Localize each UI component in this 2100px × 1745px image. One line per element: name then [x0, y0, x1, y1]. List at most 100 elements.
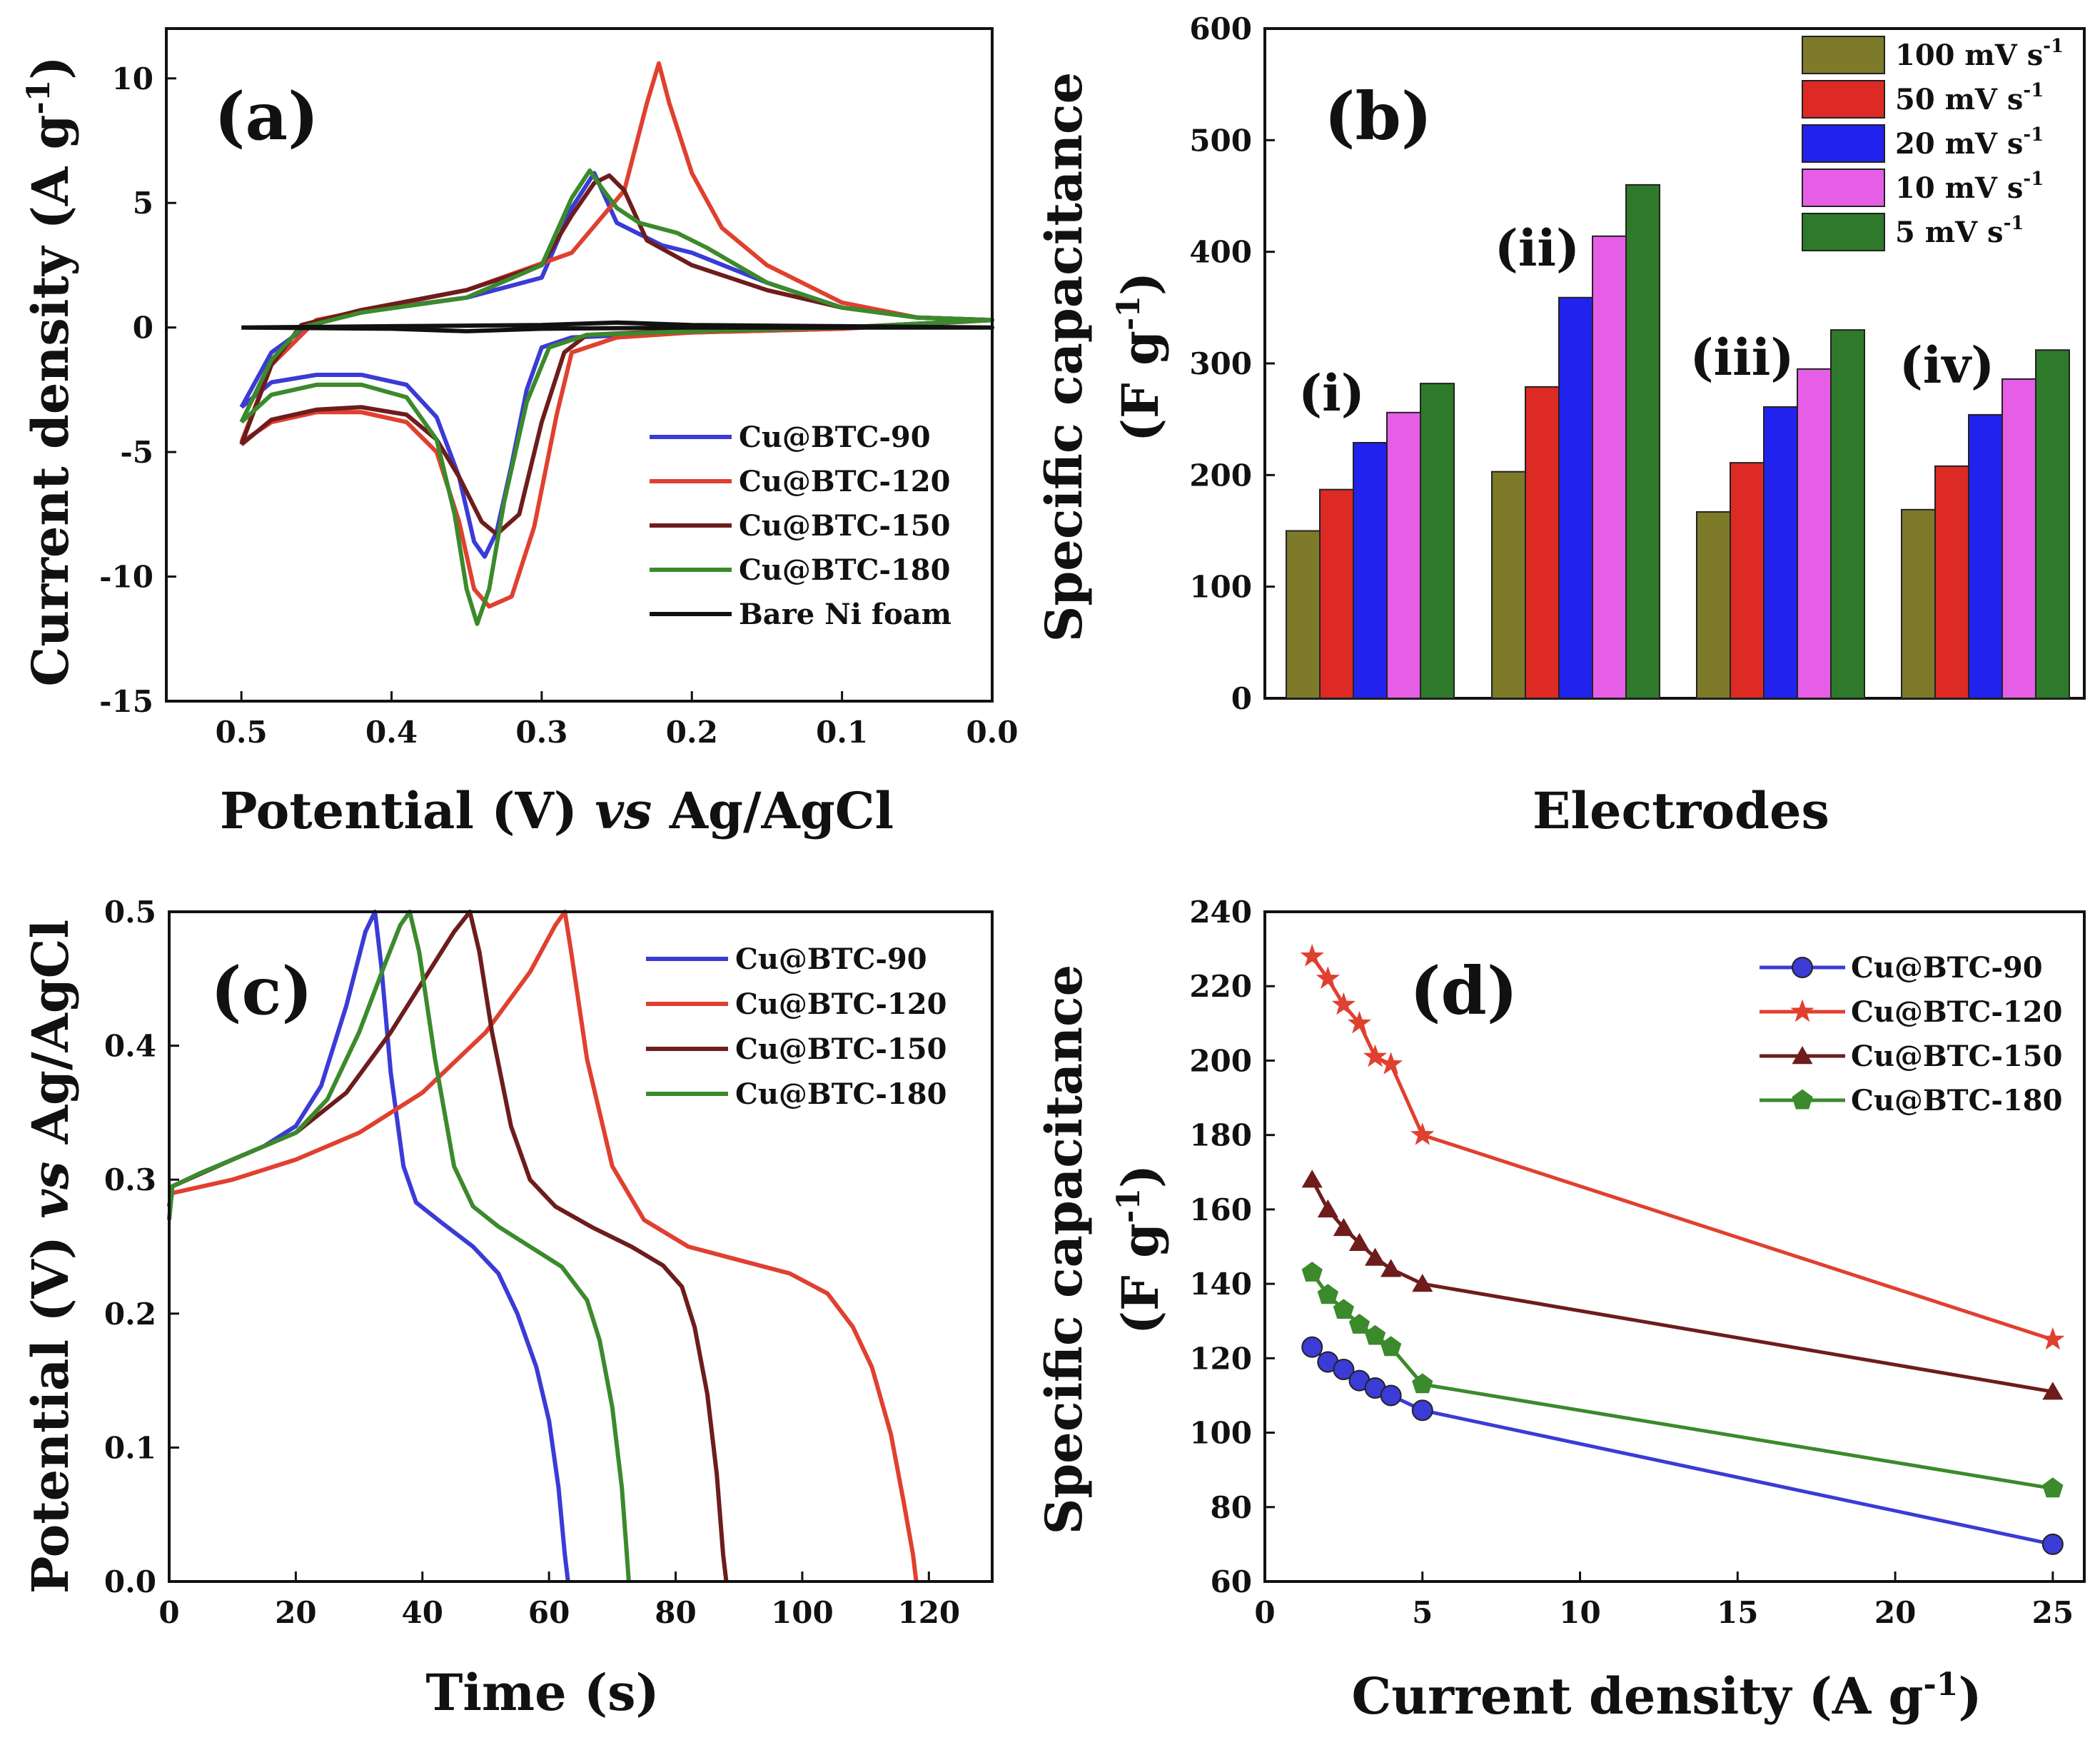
bar-iii-10-mv-s	[1797, 368, 1832, 699]
bar-ii-5-mv-s	[1625, 183, 1660, 700]
data-point-cu-btc-150	[1348, 1232, 1370, 1251]
legend-swatch-20-mv-s	[1802, 124, 1885, 163]
panel-d-x-tick-label: 5	[1412, 1595, 1433, 1630]
data-point-cu-btc-150	[1317, 1199, 1338, 1218]
category-label-iv: (iv)	[1899, 336, 1995, 395]
legend-swatch-10-mv-s	[1802, 169, 1885, 207]
panel-c-y-tick-label: 0.1	[104, 1430, 156, 1465]
data-point-cu-btc-150	[1365, 1247, 1386, 1266]
bar-ii-100-mv-s	[1491, 471, 1526, 699]
panel-d-y-tick-label: 60	[1211, 1564, 1252, 1599]
panel-a-x-tick-label: 0.2	[666, 715, 718, 750]
legend-label-cu-btc-150: Cu@BTC-150	[735, 1032, 946, 1066]
data-point-cu-btc-180	[1301, 1262, 1323, 1282]
data-point-cu-btc-120	[1316, 966, 1340, 989]
data-point-cu-btc-90	[1301, 1336, 1323, 1358]
data-point-cu-btc-120	[1363, 1044, 1388, 1067]
panel-b-ylabel-line2: (F g-1)	[1111, 272, 1170, 442]
panel-c-y-tick-label: 0.3	[104, 1162, 156, 1197]
bar-iv-10-mv-s	[2001, 378, 2036, 699]
panel-c-label: (c)	[211, 952, 313, 1030]
bar-i-20-mv-s	[1353, 441, 1388, 699]
panel-d-x-tick-label: 25	[2032, 1595, 2074, 1630]
panel-a-x-tick-label: 0.1	[816, 715, 868, 750]
data-point-cu-btc-180	[2042, 1477, 2064, 1498]
legend-label-cu-btc-180: Cu@BTC-180	[739, 553, 950, 587]
panel-a-xlabel: Potential (V) vs Ag/AgCl	[220, 781, 894, 840]
legend-label-20-mv-s: 20 mV s-1	[1895, 124, 2044, 161]
bar-i-10-mv-s	[1386, 411, 1421, 700]
panel-b-y-tick-label: 400	[1189, 235, 1252, 270]
bar-iv-50-mv-s	[1934, 465, 1969, 699]
bar-i-100-mv-s	[1286, 530, 1321, 699]
panel-a-y-tick-label: -15	[99, 684, 153, 719]
data-point-cu-btc-150	[1412, 1274, 1433, 1292]
panel-b-y-tick-label: 600	[1189, 11, 1252, 46]
panel-d-y-tick-label: 220	[1189, 969, 1252, 1004]
panel-a-y-tick-label: -10	[99, 560, 153, 595]
panel-d-y-tick-label: 100	[1189, 1416, 1252, 1451]
panel-a-plot-area: 0.5 0.4 0.3 0.2 0.1 0.0 -15 -10 -5 0 5 10 Cu@BTC-90 C…	[99, 27, 1019, 750]
panel-c-x-tick-label: 100	[771, 1595, 834, 1630]
panel-b-y-tick-label: 200	[1189, 458, 1252, 493]
legend-label-cu-btc-120: Cu@BTC-120	[739, 465, 950, 498]
panel-d-x-tick-label: 20	[1874, 1595, 1916, 1630]
bar-iii-5-mv-s	[1830, 329, 1865, 700]
bar-ii-20-mv-s	[1558, 296, 1593, 700]
panel-b-xlabel: Electrodes	[1533, 781, 1829, 840]
panel-b-plot-area: 0 100 200 300 400 500 600 (i) (ii) (iii) (iv) 100 m…	[1189, 11, 2086, 716]
panel-a-y-tick-label: 5	[133, 186, 153, 221]
category-label-ii: (ii)	[1495, 218, 1580, 278]
legend-swatch-100-mv-s	[1802, 36, 1885, 74]
legend-swatch-50-mv-s	[1802, 80, 1885, 119]
bar-i-5-mv-s	[1420, 383, 1455, 699]
legend-label-bare-ni-foam: Bare Ni foam	[739, 598, 951, 631]
panel-c-xlabel: Time (s)	[425, 1663, 659, 1722]
panel-d-label: (d)	[1410, 952, 1518, 1030]
legend-swatch-5-mv-s	[1802, 213, 1885, 251]
panel-b-y-tick-label: 500	[1189, 123, 1252, 158]
legend-label-5-mv-s: 5 mV s-1	[1895, 213, 2024, 249]
panel-a-ylabel: Current density (A g-1)	[21, 56, 80, 686]
panel-c-x-tick-label: 40	[402, 1595, 443, 1630]
data-point-cu-btc-180	[1348, 1314, 1370, 1334]
panel-c-y-tick-label: 0.4	[104, 1029, 156, 1064]
data-point-cu-btc-90	[1411, 1399, 1433, 1422]
legend-label-cu-btc-180: Cu@BTC-180	[735, 1077, 946, 1111]
gcd-curve-cu-btc-180	[167, 910, 631, 1582]
legend-label-cu-btc-120: Cu@BTC-120	[1851, 995, 2062, 1029]
bar-iv-5-mv-s	[2035, 349, 2070, 699]
bar-i-50-mv-s	[1319, 488, 1354, 699]
legend-label-10-mv-s: 10 mV s-1	[1895, 169, 2044, 205]
legend-marker-cu-btc-150	[1792, 1046, 1813, 1065]
legend-marker-cu-btc-120	[1790, 999, 1814, 1022]
panel-c-plot-area: 0 20 40 60 80 100 120 0.0 0.1 0.2 0.3 0.4 0.5 Cu@BTC-…	[104, 895, 994, 1630]
panel-d-plot-area: 0 5 10 15 20 25 60 80 100 120 140 160 180 200 220 240 Cu…	[1189, 895, 2086, 1630]
panel-d-y-tick-label: 200	[1189, 1043, 1252, 1078]
panel-d-x-tick-label: 0	[1254, 1595, 1275, 1630]
panel-d-y-tick-label: 240	[1189, 895, 1252, 930]
data-point-cu-btc-120	[1410, 1122, 1435, 1145]
panel-d-frame	[1263, 910, 2086, 1583]
legend-label-cu-btc-150: Cu@BTC-150	[1851, 1040, 2062, 1073]
legend-label-cu-btc-150: Cu@BTC-150	[739, 509, 950, 543]
data-point-cu-btc-180	[1380, 1336, 1402, 1357]
bar-iv-100-mv-s	[1901, 508, 1936, 700]
panel-b-y-tick-label: 100	[1189, 570, 1252, 605]
cv-curve-bare-ni-foam	[241, 320, 994, 333]
data-point-cu-btc-90	[2041, 1533, 2064, 1555]
panel-c-x-tick-label: 120	[897, 1595, 960, 1630]
panel-c-gcd-curves: (c) Time (s) Potential (V) vs Ag/AgCl 0 2…	[21, 895, 994, 1722]
panel-b-y-tick-label: 0	[1231, 681, 1252, 716]
panel-c-y-tick-label: 0.0	[104, 1564, 156, 1599]
gcd-curve-cu-btc-150	[167, 910, 729, 1582]
category-label-i: (i)	[1298, 363, 1365, 423]
legend-label-100-mv-s: 100 mV s-1	[1895, 36, 2064, 72]
panel-c-y-tick-label: 0.2	[104, 1297, 156, 1332]
legend-label-cu-btc-90: Cu@BTC-90	[735, 942, 927, 976]
bar-ii-50-mv-s	[1525, 386, 1560, 700]
panel-a-x-tick-label: 0.0	[966, 715, 1018, 750]
bar-iv-20-mv-s	[1968, 413, 2003, 699]
